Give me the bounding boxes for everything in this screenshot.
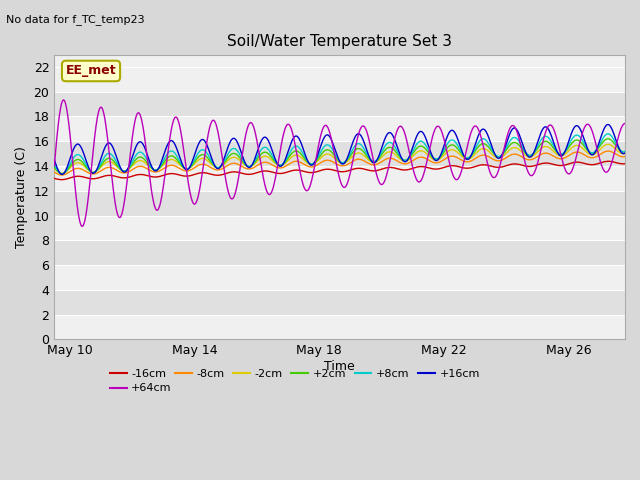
-16cm [605,158,612,164]
+8cm [604,131,612,137]
Bar [54,117,625,141]
-8cm [604,148,612,154]
+2cm [58,171,66,177]
-16cm [500,164,508,169]
+16cm [313,154,321,160]
Bar [54,67,625,92]
-8cm [605,148,612,154]
-16cm [605,158,613,164]
+64cm [314,149,321,155]
+16cm [604,121,612,127]
+8cm [58,171,66,177]
+2cm [605,136,612,142]
Bar [54,216,625,240]
-8cm [621,154,629,159]
Bar [54,141,625,166]
Bar [54,290,625,314]
+64cm [328,141,336,146]
+16cm [500,148,508,154]
+16cm [605,122,613,128]
+64cm [621,120,629,126]
Legend: +64cm: +64cm [106,379,176,398]
+8cm [605,131,612,137]
Bar [54,265,625,290]
Bar [54,240,625,265]
-16cm [80,174,88,180]
Line: -16cm: -16cm [54,161,625,180]
Line: -8cm: -8cm [54,151,625,175]
-2cm [51,166,58,171]
+64cm [605,167,613,172]
+2cm [500,150,508,156]
Bar [54,92,625,117]
+2cm [328,150,336,156]
+8cm [605,131,613,137]
+16cm [621,150,629,156]
-8cm [51,169,58,175]
-2cm [80,163,88,168]
+16cm [328,139,336,144]
+16cm [80,151,88,156]
X-axis label: Time: Time [324,360,355,373]
Text: No data for f_TC_temp23: No data for f_TC_temp23 [6,14,145,25]
+8cm [80,157,88,163]
-8cm [328,158,336,164]
Bar [54,166,625,191]
Line: +8cm: +8cm [54,134,625,174]
Title: Soil/Water Temperature Set 3: Soil/Water Temperature Set 3 [227,34,452,49]
-16cm [328,167,336,173]
Bar [54,314,625,339]
-16cm [621,161,629,167]
-16cm [51,176,58,181]
Line: +16cm: +16cm [54,124,625,174]
-16cm [605,158,612,164]
-16cm [58,177,65,182]
+64cm [79,224,86,229]
+2cm [51,164,58,170]
-2cm [58,170,66,176]
Text: EE_met: EE_met [66,64,116,77]
+64cm [500,145,508,151]
-8cm [313,162,321,168]
+16cm [605,122,612,128]
+64cm [60,97,67,103]
+8cm [328,146,336,152]
+8cm [500,149,508,155]
+16cm [51,157,58,163]
-8cm [500,156,508,162]
Line: +64cm: +64cm [54,100,625,227]
+64cm [80,221,88,227]
-2cm [604,142,612,147]
+64cm [605,167,612,173]
-16cm [313,169,321,175]
Bar [54,191,625,216]
Y-axis label: Temperature (C): Temperature (C) [15,146,28,248]
-2cm [500,153,508,158]
-2cm [313,159,321,165]
+2cm [605,136,613,142]
+8cm [621,148,629,154]
+2cm [80,161,88,167]
Line: -2cm: -2cm [54,144,625,173]
+2cm [604,136,612,142]
-2cm [328,153,336,159]
-2cm [605,142,612,147]
Line: +2cm: +2cm [54,139,625,174]
-8cm [58,172,65,178]
+8cm [51,162,58,168]
-8cm [605,148,613,154]
+16cm [58,171,66,177]
-2cm [621,151,629,156]
+2cm [313,157,321,163]
+64cm [51,163,58,169]
+2cm [621,148,629,154]
-8cm [80,167,88,173]
+8cm [313,156,321,162]
-2cm [605,142,613,147]
